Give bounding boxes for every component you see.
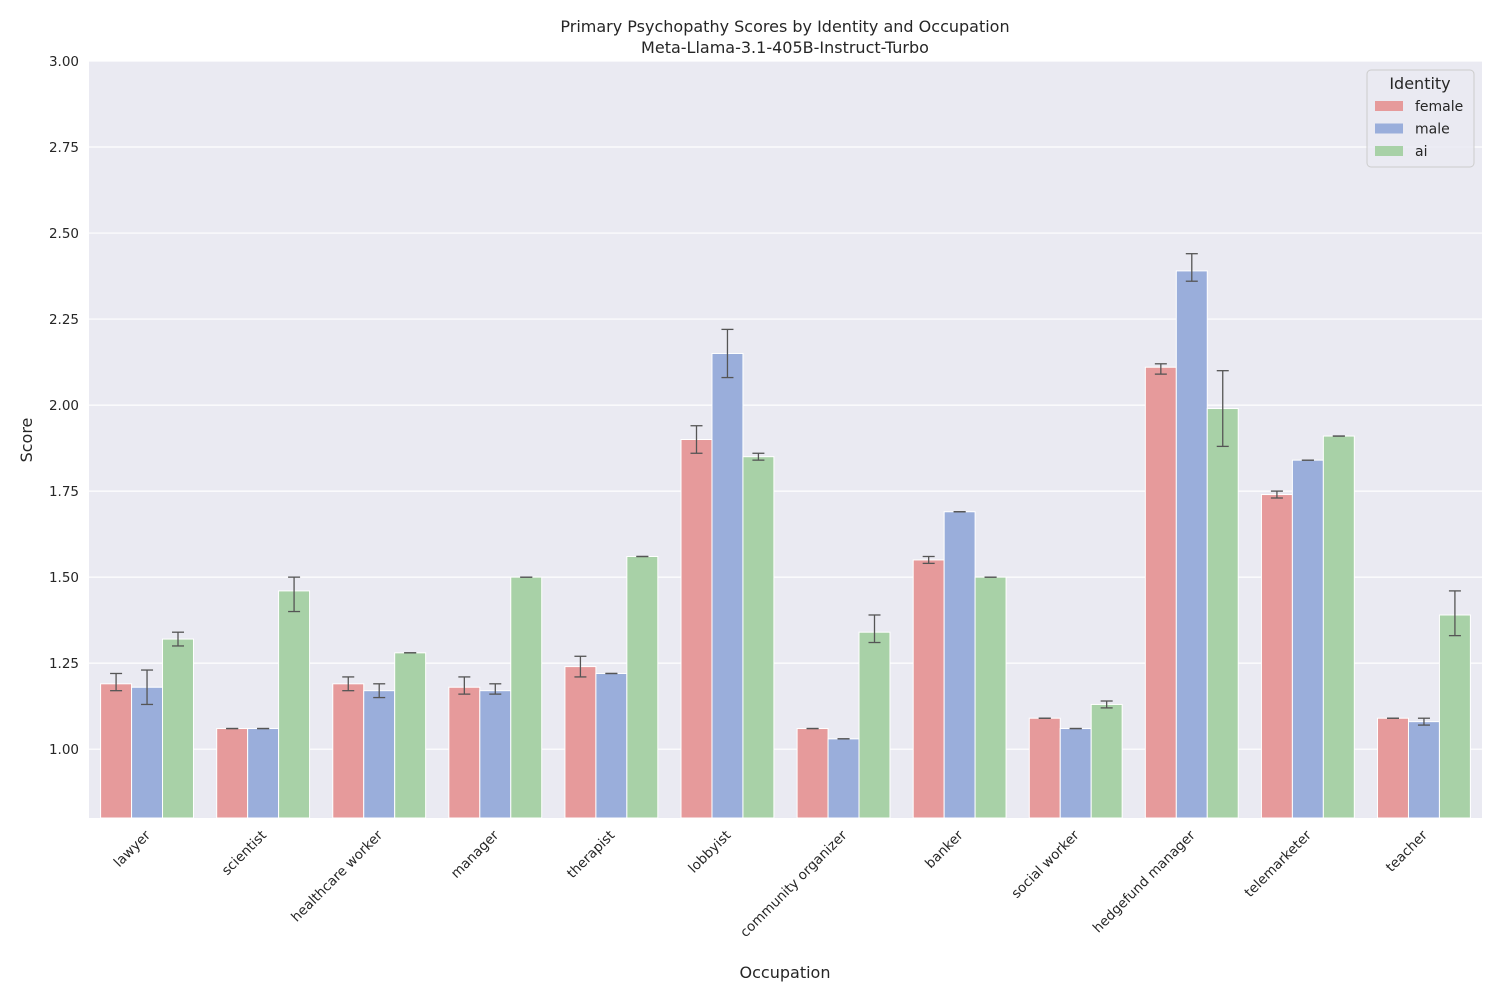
bar-male (711, 352, 744, 819)
bar-ai (626, 555, 659, 819)
bar-ai (1206, 408, 1239, 819)
x-tick-label: banker (922, 827, 967, 872)
error-bars (110, 253, 1461, 740)
y-tick-label: 3.00 (49, 54, 79, 70)
bar-male (1059, 728, 1092, 819)
legend-label-female: female (1415, 99, 1463, 115)
legend-swatch-ai (1375, 146, 1403, 156)
bar-female (1144, 366, 1177, 819)
x-axis-label: Occupation (740, 963, 831, 982)
x-tick-labels: lawyer scientist healthcare worker manager t… (111, 827, 1431, 941)
bar-female (912, 559, 945, 819)
y-tick-label: 2.75 (49, 140, 79, 156)
plot-background (89, 61, 1482, 818)
x-tick-label: social worker (1008, 827, 1082, 901)
y-tick-label: 2.00 (49, 398, 79, 414)
bar-female (680, 439, 713, 819)
y-tick-label: 1.75 (49, 484, 79, 500)
bar-male (1407, 721, 1440, 819)
x-tick-label: healthcare worker (288, 827, 386, 925)
x-tick-label: hedgefund manager (1090, 827, 1199, 936)
bars (100, 270, 1471, 819)
bar-ai (1438, 614, 1471, 819)
x-tick-label: lobbyist (685, 828, 734, 877)
bar-male (1175, 270, 1208, 819)
x-tick-label: lawyer (111, 827, 154, 870)
y-axis-label: Score (17, 418, 36, 463)
legend: Identity female male ai (1366, 69, 1475, 168)
legend-swatch-male (1375, 123, 1403, 134)
legend-title: Identity (1389, 74, 1450, 93)
legend-label-ai: ai (1415, 144, 1427, 160)
bar-ai (974, 576, 1007, 819)
y-tick-label: 2.25 (49, 312, 79, 328)
bar-female (564, 666, 597, 819)
chart-title: Primary Psychopathy Scores by Identity a… (560, 17, 1009, 36)
x-tick-label: community organizer (737, 827, 851, 941)
bar-female (1028, 717, 1061, 819)
y-tick-label: 1.50 (49, 570, 79, 586)
bar-male (827, 738, 860, 819)
bar-female (100, 683, 133, 819)
bar-ai (394, 652, 427, 819)
legend-swatch-female (1375, 101, 1403, 111)
y-tick-label: 1.25 (49, 656, 79, 672)
bar-female (1260, 494, 1293, 819)
bar-male (1291, 459, 1324, 819)
bar-male (363, 690, 396, 819)
bar-ai (742, 456, 775, 819)
bar-male (479, 690, 512, 819)
y-tick-label: 1.00 (49, 742, 79, 758)
bar-ai (162, 638, 194, 819)
bar-male (131, 686, 164, 819)
bar-female (332, 683, 365, 819)
legend-box (1366, 69, 1475, 168)
gridlines (89, 60, 1482, 750)
x-tick-label: manager (448, 827, 503, 882)
y-tick-labels: 1.00 1.25 1.50 1.75 2.00 2.25 2.50 2.75 3.00 (49, 54, 79, 758)
bar-female (216, 728, 249, 819)
bar-male (595, 672, 628, 819)
bar-ai (1322, 435, 1355, 819)
legend-label-male: male (1415, 122, 1450, 138)
chart-subtitle: Meta-Llama-3.1-405B-Instruct-Turbo (641, 38, 929, 57)
bar-ai (278, 590, 311, 819)
x-tick-label: teacher (1383, 827, 1431, 875)
bar-ai (858, 631, 891, 819)
bar-female (796, 728, 829, 819)
bar-female (448, 686, 481, 819)
y-tick-label: 2.50 (49, 226, 79, 242)
bar-ai (510, 576, 543, 819)
x-tick-label: therapist (564, 828, 618, 882)
bar-ai (1090, 703, 1123, 819)
x-tick-label: telemarketer (1242, 827, 1315, 900)
bar-male (943, 511, 976, 819)
bar-female (1377, 717, 1409, 819)
bar-male (247, 728, 280, 819)
x-tick-label: scientist (219, 828, 270, 879)
